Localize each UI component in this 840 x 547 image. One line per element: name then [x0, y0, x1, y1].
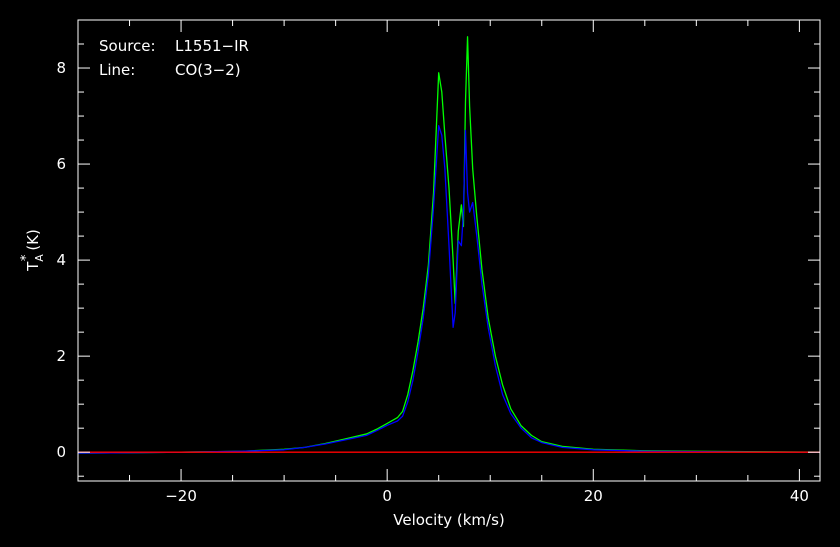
y-axis-label: TA* (K): [19, 229, 46, 272]
svg-text:TA*(K): TA* (K): [19, 229, 46, 272]
y-axis-label-subscript: A: [33, 254, 46, 262]
plot-marks: [77, 36, 821, 454]
x-tick-label: 0: [382, 487, 392, 505]
y-tick-label: 6: [56, 155, 66, 173]
y-tick-label: 4: [56, 251, 66, 269]
x-tick-label: −20: [165, 487, 197, 505]
x-tick-label: 40: [790, 487, 809, 505]
y-axis-label-symbol: T: [24, 261, 42, 272]
y-tick-label: 8: [56, 59, 66, 77]
annotation-line-key: Line:: [99, 61, 135, 79]
axis-ticks: −20 0 20 40 0 2 4 6 8: [56, 19, 820, 505]
y-axis-label-unit: (K): [24, 229, 42, 251]
y-tick-label: 2: [56, 347, 66, 365]
annotation-source-value: L1551−IR: [175, 37, 249, 55]
x-axis-label: Velocity (km/s): [393, 511, 504, 529]
x-tick-label: 20: [584, 487, 603, 505]
annotation-line-value: CO(3−2): [175, 61, 241, 79]
plot-frame: [77, 19, 821, 482]
series-line-0: [77, 36, 821, 454]
annotation-source-key: Source:: [99, 37, 156, 55]
series-line-1: [77, 125, 821, 454]
y-tick-label: 0: [56, 443, 66, 461]
y-axis-label-superscript: *: [19, 254, 34, 261]
